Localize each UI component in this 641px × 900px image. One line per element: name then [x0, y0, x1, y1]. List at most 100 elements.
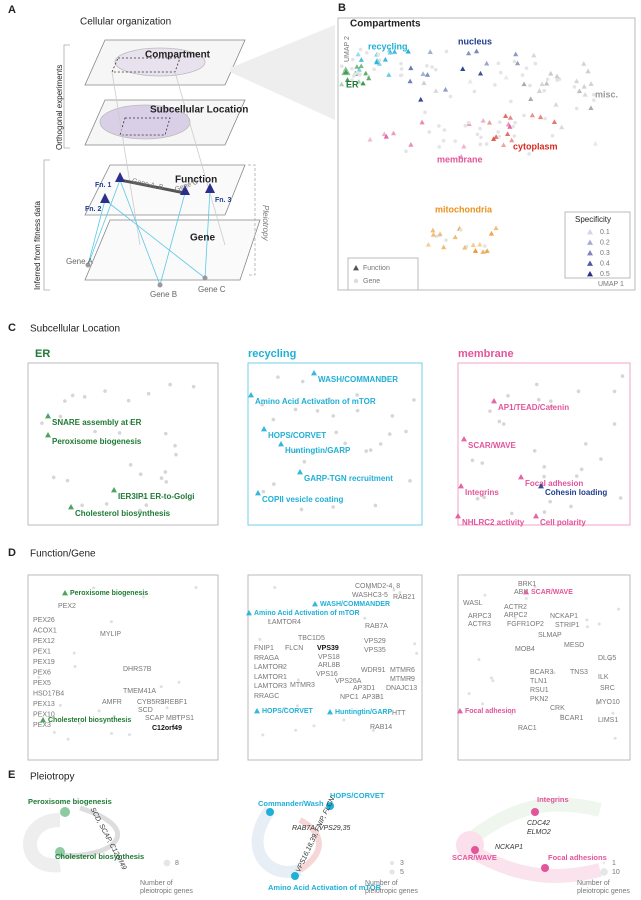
scatter-mark: [354, 64, 360, 69]
scatter-mark: [45, 413, 51, 419]
function-label: WASH/COMMANDER: [320, 601, 390, 608]
box-title: ER: [35, 348, 50, 360]
scatter-dot: [165, 706, 169, 710]
function-label: Amino Acid Activation of mTOR: [255, 397, 376, 406]
scatter-dot: [358, 47, 363, 52]
scatter-dot: [355, 71, 360, 75]
scatter-mark: [408, 65, 414, 71]
scatter-dot: [441, 138, 446, 143]
scatter-mark: [358, 57, 364, 62]
scatter-dot: [470, 458, 475, 463]
scatter-mark: [470, 242, 476, 247]
panel-title: Compartments: [350, 19, 421, 30]
scatter-mark: [503, 74, 509, 80]
scatter-dot: [350, 78, 354, 82]
scatter-dot: [608, 657, 612, 661]
size-key: [389, 869, 395, 875]
scatter-mark: [484, 248, 490, 253]
scatter-mark: [509, 137, 515, 143]
label: Integrins: [537, 795, 569, 804]
gene-label: VPS39: [317, 645, 339, 652]
scatter-dot: [585, 625, 589, 629]
scatter-mark: [528, 96, 534, 102]
label: Amino Acid Activation of mTOR: [268, 883, 382, 892]
scatter-mark: [477, 241, 483, 247]
gene-label: DLG5: [598, 655, 616, 662]
scatter-mark: [523, 589, 529, 595]
legend-label: Function: [363, 265, 390, 272]
gene-label: AP3B1: [362, 694, 384, 701]
scatter-mark: [461, 436, 467, 442]
gene-label: COMMD2-4, 8: [355, 583, 400, 590]
scatter-mark: [559, 124, 565, 130]
panel-letter: C: [8, 322, 16, 334]
c-box-er: [27, 362, 219, 526]
scatter-mark: [458, 153, 464, 159]
scatter-dot: [467, 692, 471, 696]
gene-label: RAB21: [393, 594, 415, 601]
scatter-mark: [473, 48, 480, 54]
side-label: Orthogonal experiments: [55, 65, 64, 150]
gene-label: Gene C: [198, 285, 226, 294]
specificity-box: [564, 211, 631, 279]
function-label: Peroxisome biogenesis: [70, 590, 148, 597]
function-label: GARP-TGN recruitment: [304, 474, 393, 483]
scatter-dot: [399, 67, 404, 71]
scatter-dot: [612, 389, 617, 394]
scatter-mark: [581, 83, 587, 89]
scatter-mark: [529, 112, 535, 118]
scatter-dot: [533, 585, 537, 589]
scatter-mark: [539, 81, 545, 87]
scatter-dot: [463, 123, 468, 128]
legend-label: 3: [400, 860, 404, 867]
scatter-dot: [478, 142, 483, 147]
scatter-mark: [585, 68, 591, 74]
scatter-mark: [488, 230, 495, 236]
scatter-mark: [587, 250, 593, 256]
scatter-dot: [483, 593, 487, 597]
gene-label: ACTR2: [504, 604, 527, 611]
function-label: WASH/COMMANDER: [318, 375, 398, 384]
scatter-dot: [273, 586, 277, 590]
gene-label: WASL: [463, 600, 483, 607]
cluster-label: mitochondria: [435, 204, 493, 214]
scatter-dot: [413, 642, 417, 646]
scatter-dot: [513, 120, 517, 125]
function-label: Integrins: [465, 488, 499, 497]
scatter-mark: [356, 67, 362, 72]
gene-label: SCAP: [145, 715, 164, 722]
label: Commander/Wash: [258, 799, 324, 808]
scatter-mark: [407, 78, 413, 84]
scatter-mark: [477, 70, 484, 76]
scatter-dot: [536, 397, 541, 402]
scatter-mark: [367, 136, 373, 142]
scatter-dot: [128, 420, 133, 425]
gene-label: HSD17B4: [33, 690, 64, 697]
side-label: Inferred from fitness data: [33, 201, 42, 290]
scatter-mark: [538, 483, 544, 489]
scatter-dot: [484, 142, 489, 146]
scatter-dot: [299, 507, 304, 512]
gene-label: PEX10: [33, 711, 55, 718]
scatter-dot: [524, 597, 528, 601]
scatter-dot: [574, 106, 579, 111]
legend-label: Gene: [363, 278, 380, 285]
scatter-mark: [45, 432, 51, 438]
gene-label: TMEM41A: [123, 688, 156, 695]
scatter-dot: [138, 472, 143, 477]
legend-label: 8: [175, 860, 179, 867]
gene-label: PEX1: [33, 648, 51, 655]
gene-label: MOB4: [515, 646, 535, 653]
gene-label: RSU1: [530, 687, 549, 694]
legend-title: Number of: [140, 880, 173, 887]
scatter-dot: [334, 430, 339, 435]
gene-label: RAC1: [518, 725, 537, 732]
scatter-dot: [164, 480, 169, 484]
scatter-dot: [511, 124, 515, 129]
label: Peroxisome biogenesis: [28, 797, 112, 806]
legend-title: pleiotropic genes: [365, 888, 418, 895]
scatter-dot: [613, 736, 617, 740]
scatter-dot: [163, 431, 168, 436]
scatter-dot: [453, 139, 458, 143]
